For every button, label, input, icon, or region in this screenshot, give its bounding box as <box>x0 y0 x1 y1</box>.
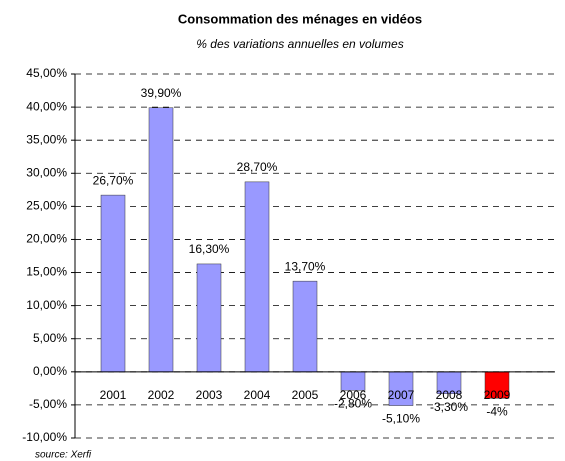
y-tick-label: 20,00% <box>26 232 67 246</box>
x-tick-label: 2008 <box>436 388 463 402</box>
y-tick-label: -5,00% <box>29 397 67 411</box>
y-tick-label: -10,00% <box>22 430 67 444</box>
data-label: 13,70% <box>285 259 326 273</box>
x-tick-label: 2004 <box>244 388 271 402</box>
data-label: -5,10% <box>382 412 420 426</box>
x-tick-label: 2002 <box>148 388 175 402</box>
bar <box>244 181 270 373</box>
x-tick-label: 2009 <box>484 388 511 402</box>
bar <box>196 263 222 373</box>
x-tick-label: 2003 <box>196 388 223 402</box>
x-tick-label: 2007 <box>388 388 415 402</box>
data-label: -4% <box>486 404 508 418</box>
y-tick-label: 10,00% <box>26 298 67 312</box>
data-label: 26,70% <box>93 173 134 187</box>
data-label: 28,70% <box>237 160 278 174</box>
y-tick-label: 25,00% <box>26 199 67 213</box>
y-tick-label: 0,00% <box>33 364 67 378</box>
bar <box>148 107 174 373</box>
y-tick-label: 45,00% <box>26 66 67 80</box>
chart-subtitle: % des variations annuelles en volumes <box>196 37 403 51</box>
data-label: -2,80% <box>334 397 372 411</box>
x-tick-label: 2005 <box>292 388 319 402</box>
x-tick-label: 2006 <box>340 388 367 402</box>
chart-title: Consommation des ménages en vidéos <box>178 11 422 26</box>
y-tick-label: 5,00% <box>33 331 67 345</box>
x-tick-label: 2001 <box>100 388 127 402</box>
y-tick-label: 15,00% <box>26 265 67 279</box>
y-tick-label: 40,00% <box>26 99 67 113</box>
bar <box>292 280 318 373</box>
bar <box>100 194 126 373</box>
data-label: 16,30% <box>189 242 230 256</box>
source: source: Xerfi <box>35 450 92 461</box>
bar <box>388 371 414 406</box>
bar <box>484 371 510 399</box>
data-label: 39,90% <box>141 86 182 100</box>
data-label: -3,30% <box>430 400 468 414</box>
y-tick-label: 30,00% <box>26 165 67 179</box>
y-tick-label: 35,00% <box>26 132 67 146</box>
